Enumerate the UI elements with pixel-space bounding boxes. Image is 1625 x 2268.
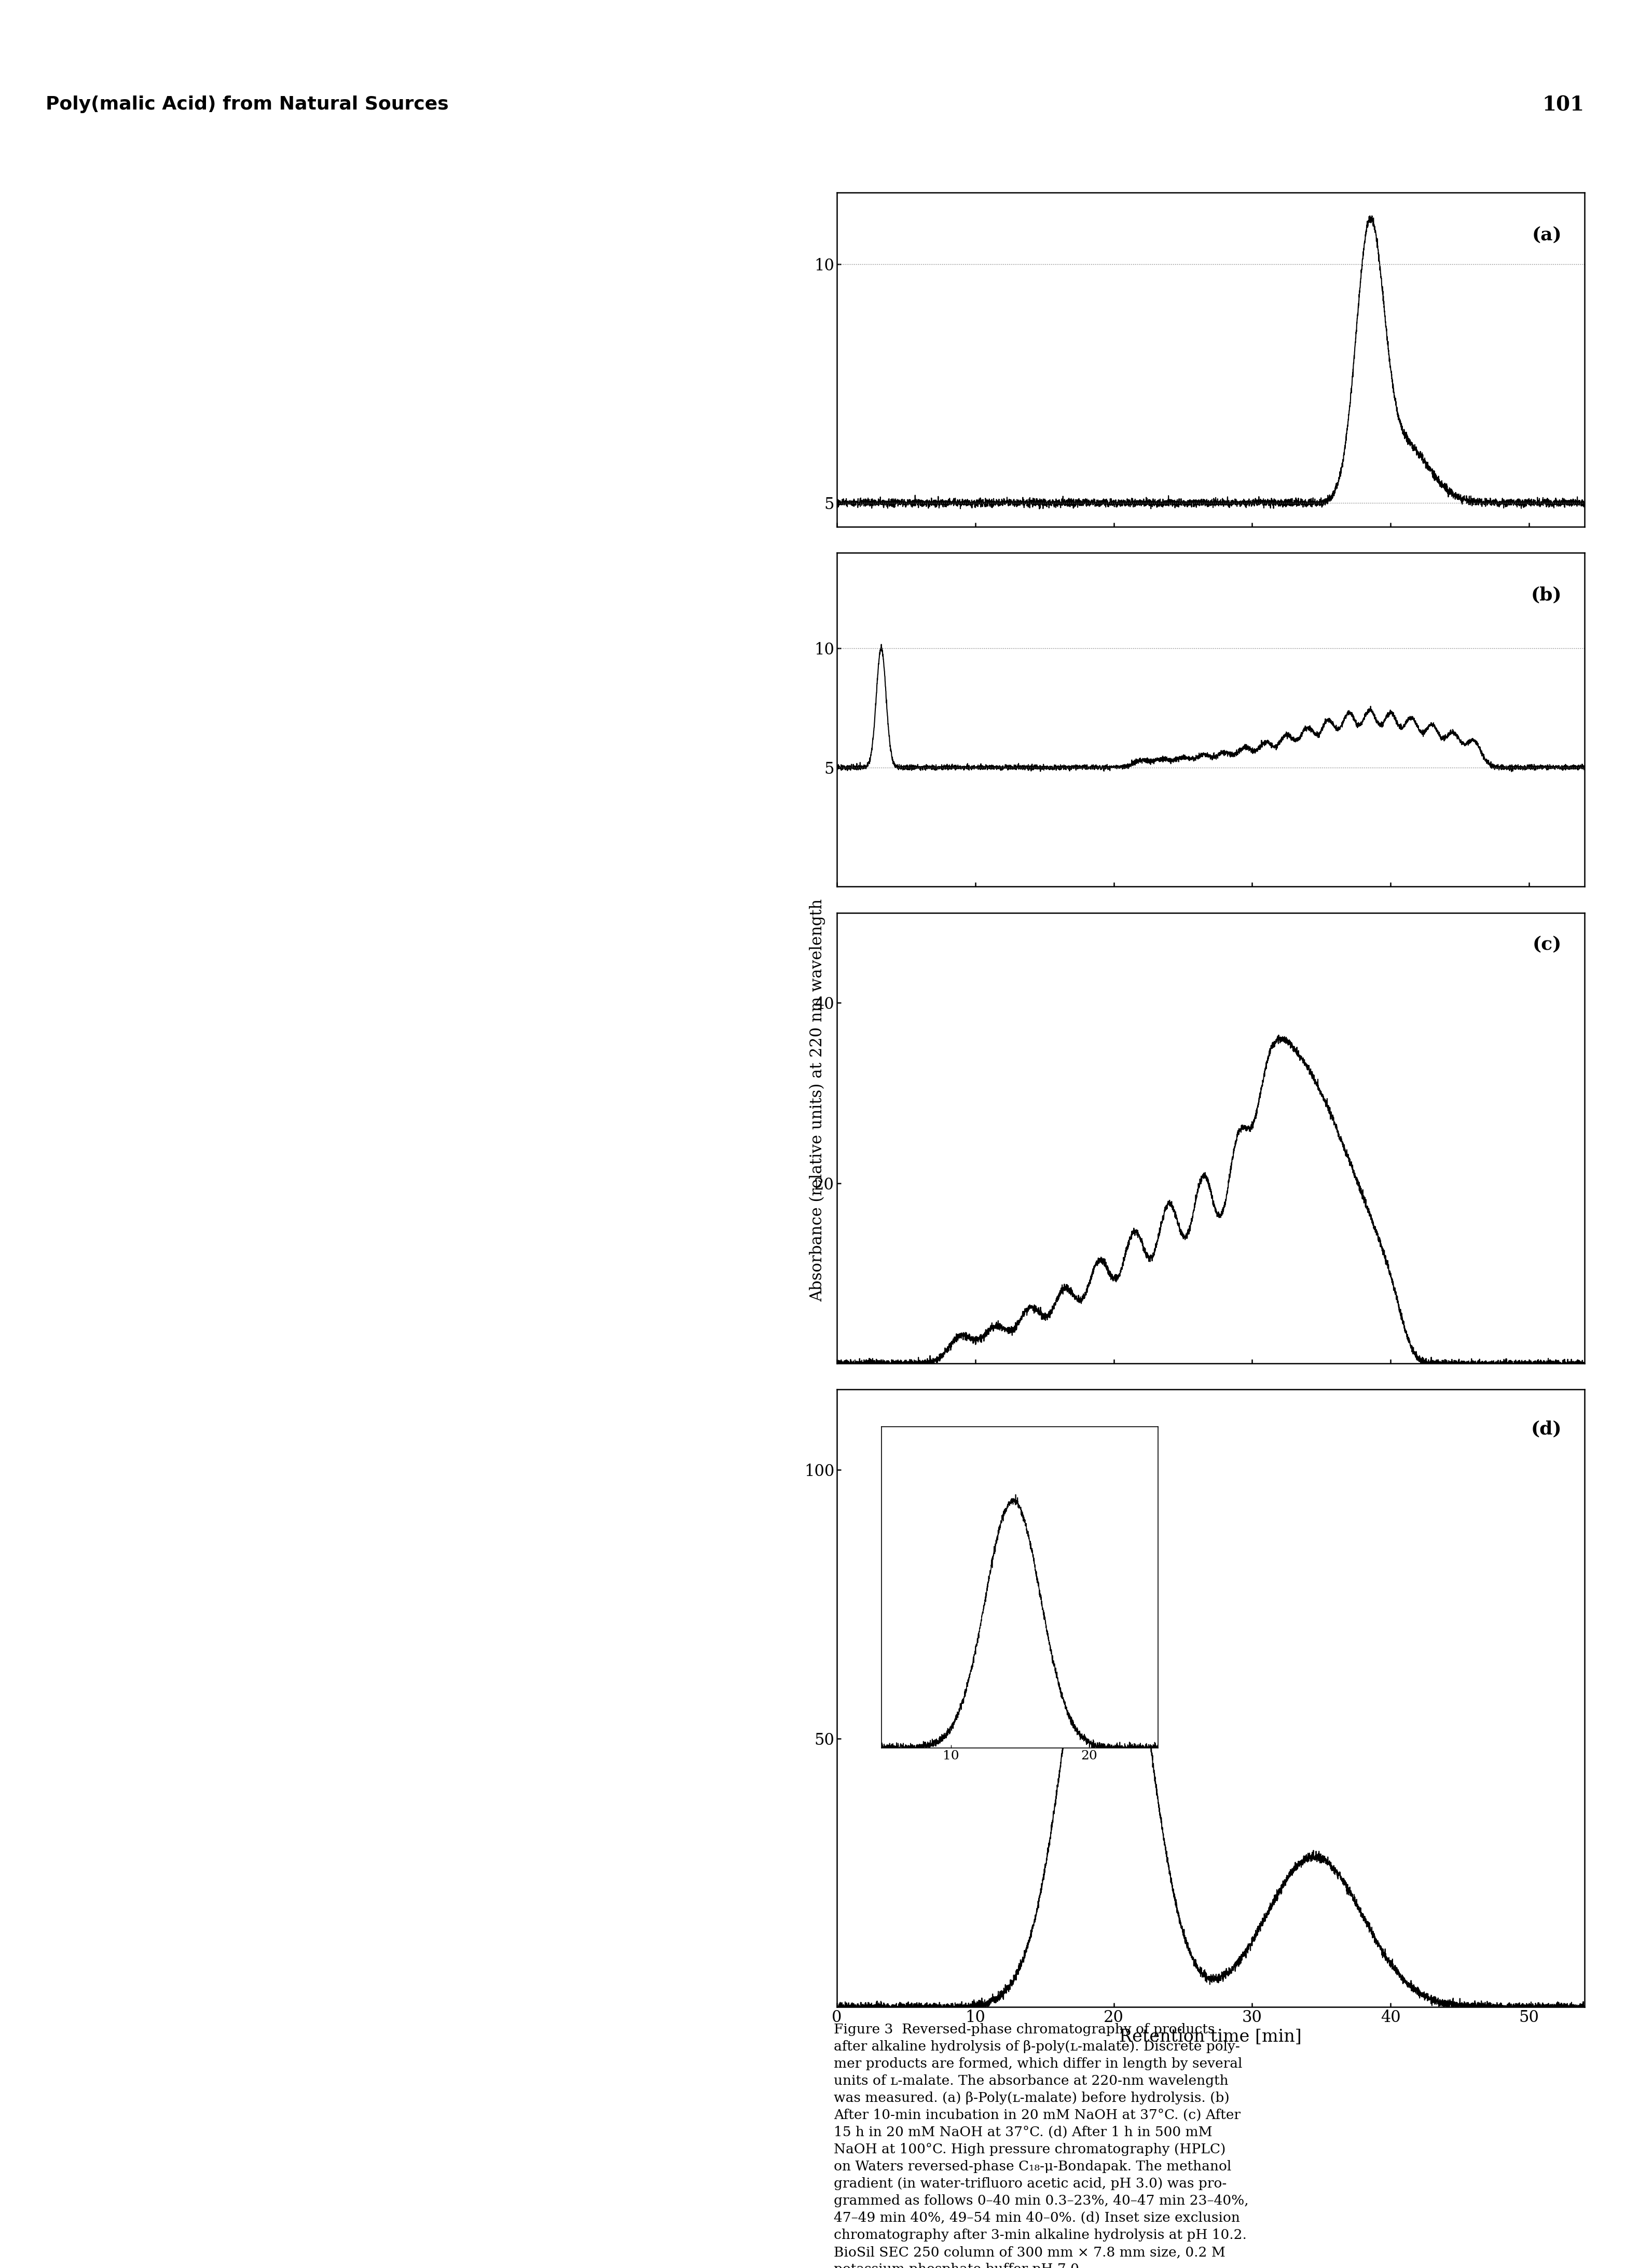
Text: (b): (b) (1531, 585, 1562, 603)
Text: Poly(malic Acid) from Natural Sources: Poly(malic Acid) from Natural Sources (46, 95, 449, 113)
Text: (d): (d) (1531, 1420, 1562, 1438)
X-axis label: Retention time [min]: Retention time [min] (1120, 2028, 1302, 2046)
Text: Absorbance (relative units) at 220 nm wavelength: Absorbance (relative units) at 220 nm wa… (809, 898, 826, 1302)
Text: 101: 101 (1542, 95, 1584, 116)
Text: (c): (c) (1532, 934, 1562, 953)
Text: Figure 3  Reversed-phase chromatography of products
after alkaline hydrolysis of: Figure 3 Reversed-phase chromatography o… (834, 2023, 1248, 2268)
Text: (a): (a) (1532, 227, 1562, 245)
